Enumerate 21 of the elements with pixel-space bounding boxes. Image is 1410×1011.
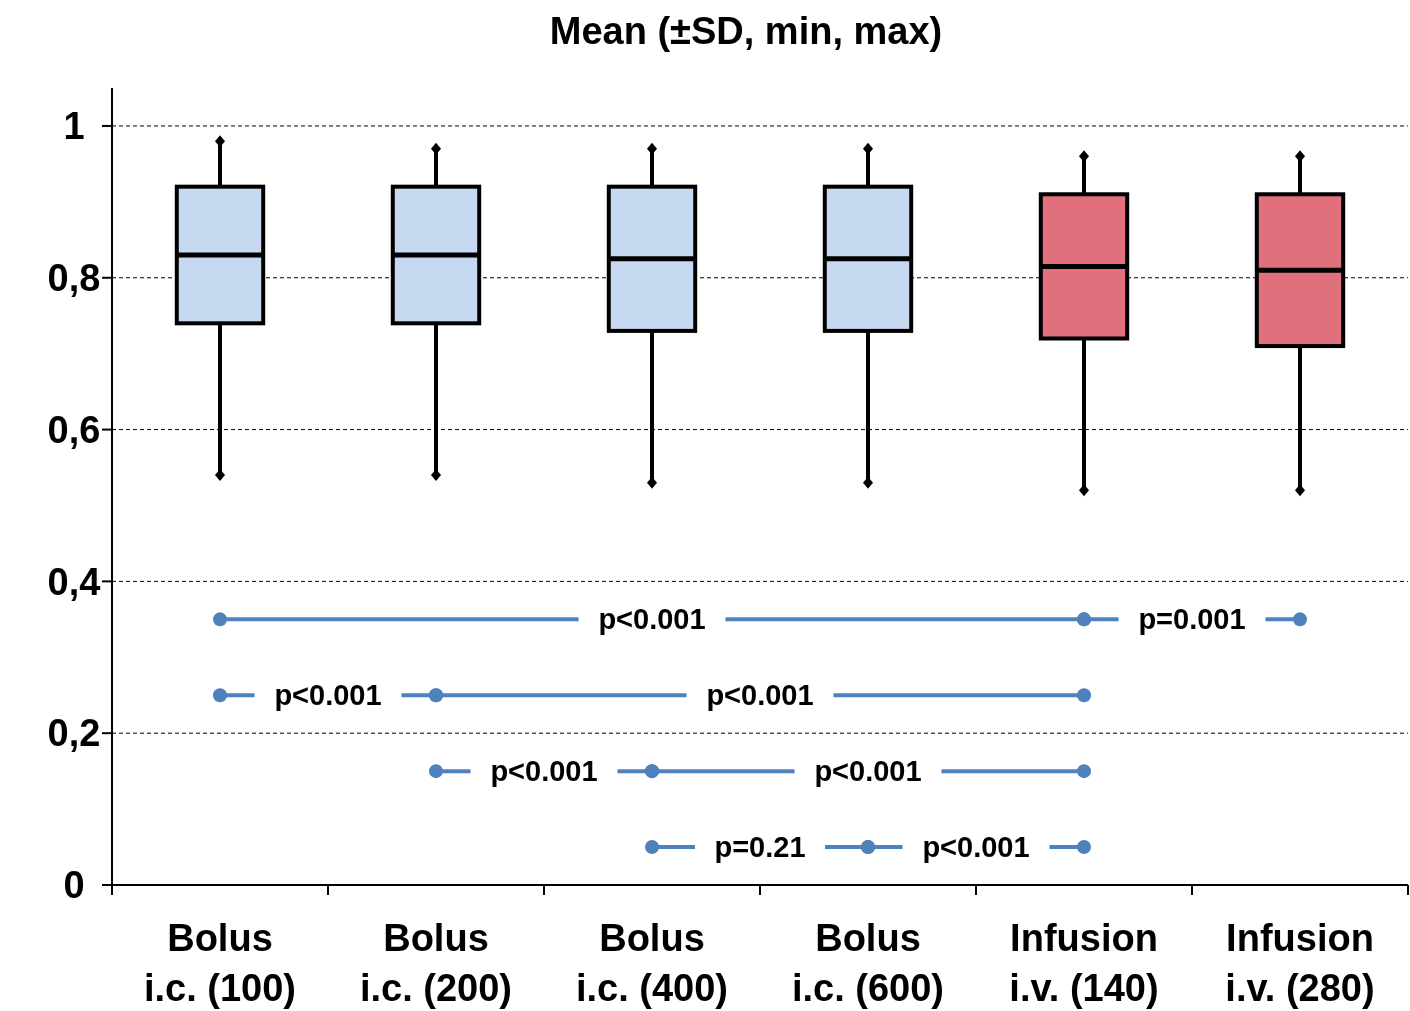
x-tick-label: Infusion i.v. (140) <box>1009 917 1159 1009</box>
annotation: p<0.001 <box>598 603 706 636</box>
x-tick-label: Infusion i.v. (280) <box>1225 917 1375 1009</box>
annotation: p=0.001 <box>1138 603 1246 636</box>
y-tick-label: 0,4 <box>47 560 101 603</box>
y-tick-label: 0 <box>63 864 85 907</box>
annotation: p<0.001 <box>922 831 1030 864</box>
chart-title: Mean (±SD, min, max) <box>549 10 943 52</box>
x-tick-label: Bolus i.c. (100) <box>143 917 297 1009</box>
y-tick-label: 1 <box>63 105 85 148</box>
x-tick-label: Bolus i.c. (600) <box>791 917 945 1009</box>
annotation: p<0.001 <box>706 679 814 712</box>
annotation: p=0.21 <box>714 831 806 864</box>
y-tick-label: 0,6 <box>47 408 101 451</box>
annotation: p<0.001 <box>274 679 382 712</box>
annotation: p<0.001 <box>814 755 922 788</box>
x-tick-label: Bolus i.c. (200) <box>359 917 513 1009</box>
x-tick-label: Bolus i.c. (400) <box>575 917 729 1009</box>
annotation: p<0.001 <box>490 755 598 788</box>
y-tick-label: 0,2 <box>47 712 101 755</box>
y-tick-label: 0,8 <box>47 257 101 300</box>
